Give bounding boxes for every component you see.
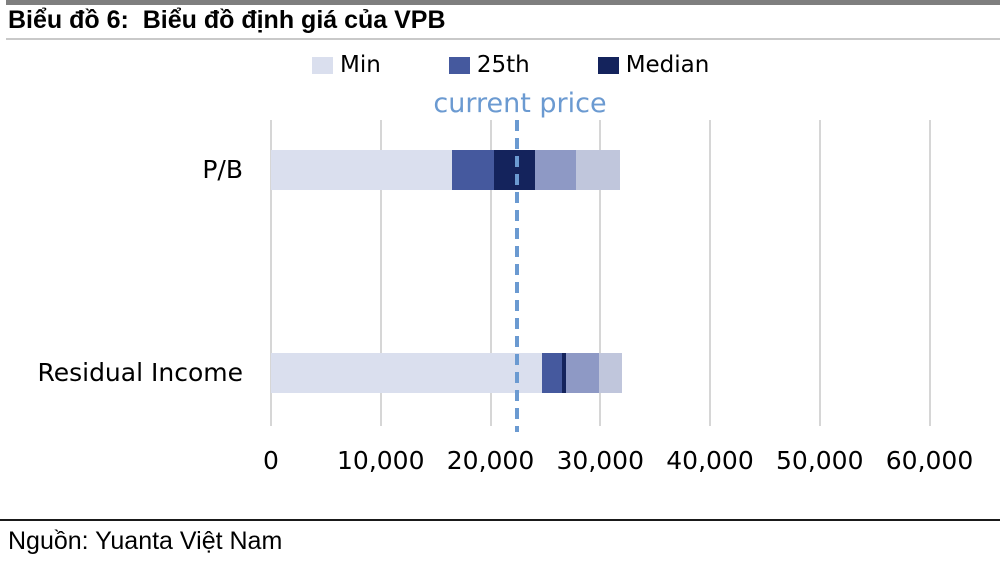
bar-segment-75th — [566, 353, 600, 393]
top-gray-bar — [6, 0, 1000, 5]
category-axis-labels: P/B Residual Income — [0, 120, 243, 426]
source-note: Nguồn: Yuanta Việt Nam — [8, 527, 283, 555]
legend-swatch — [448, 56, 470, 74]
gridline — [928, 120, 931, 426]
gridline — [379, 120, 382, 426]
footer-divider — [0, 519, 1000, 521]
legend-item: Min — [312, 53, 381, 77]
x-tick-label: 10,000 — [337, 446, 425, 475]
bar-segment-75th — [535, 150, 577, 190]
legend-item: Median — [597, 52, 710, 78]
title-divider — [6, 38, 1000, 40]
bar-segment-min — [271, 353, 543, 393]
gridline — [818, 120, 821, 426]
current-price-line — [514, 120, 519, 432]
x-tick-label: 30,000 — [556, 446, 644, 475]
x-tick-label: 50,000 — [776, 446, 864, 475]
page-title: Biểu đồ 6: Biểu đồ định giá của VPB — [8, 6, 446, 34]
gridline — [599, 120, 602, 426]
legend-label: Min — [340, 52, 381, 78]
x-tick-label: 40,000 — [666, 446, 754, 475]
current-price-label: current price — [433, 88, 607, 119]
chart-legend: Min 25th Median — [312, 53, 709, 77]
legend-label: 25th — [476, 52, 530, 78]
bar-segment-25th — [542, 353, 562, 393]
x-tick-label: 20,000 — [446, 446, 535, 475]
legend-swatch — [597, 56, 619, 74]
x-tick-label: 0 — [263, 446, 279, 475]
bar-segment-max — [576, 150, 620, 190]
bar-segment-25th — [452, 150, 494, 190]
category-label: Residual Income — [37, 358, 243, 387]
category-label: P/B — [202, 155, 243, 184]
bar-row — [271, 353, 623, 393]
plot-area: 0 10,000 20,000 30,000 40,000 50,000 60,000 — [263, 120, 980, 475]
gridline — [489, 120, 492, 426]
gridline — [270, 120, 272, 426]
bar-segment-median — [493, 150, 536, 190]
legend-label: Median — [625, 52, 710, 78]
x-tick-label: 60,000 — [885, 446, 974, 475]
legend-item: 25th — [448, 52, 530, 78]
bar-segment-max — [599, 353, 623, 393]
bar-segment-min — [271, 150, 453, 190]
gridline — [709, 120, 711, 426]
bar-segment-median — [561, 353, 567, 393]
bar-row — [271, 150, 620, 190]
legend-swatch — [312, 56, 333, 74]
